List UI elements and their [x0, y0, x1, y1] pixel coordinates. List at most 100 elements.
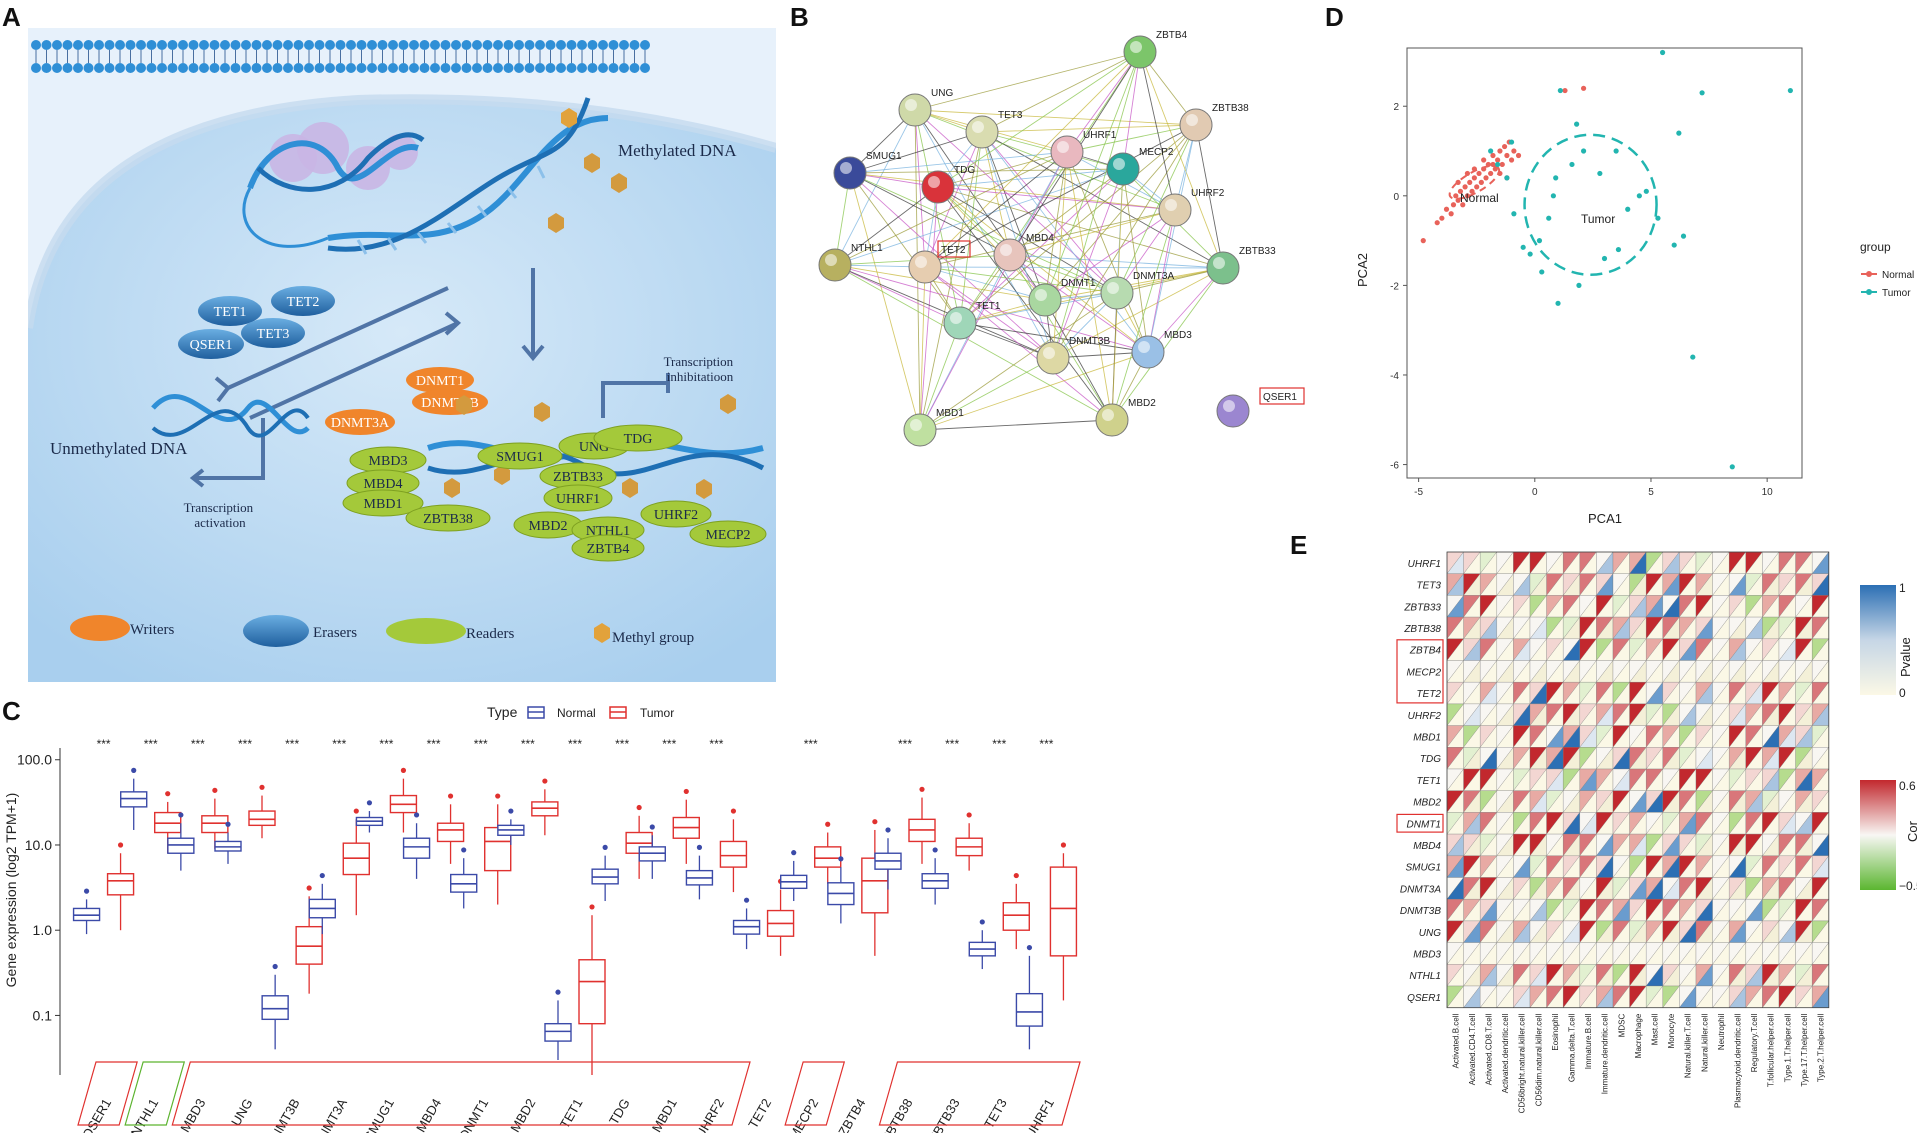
- box-outlier: [495, 793, 501, 799]
- network-edge: [1044, 267, 1224, 301]
- network-edge: [1009, 168, 1124, 256]
- reader-label: TDG: [624, 432, 653, 447]
- heatmap-row-label: MBD1: [1413, 732, 1441, 743]
- eraser-label: TET2: [287, 295, 320, 310]
- heatmap-col-label: Plasmacytoid.dendritic.cell: [1734, 1013, 1743, 1107]
- network-edge: [924, 151, 1068, 268]
- box-outlier: [885, 827, 891, 833]
- writer-label: DNMT1: [416, 374, 464, 389]
- network-edge: [834, 109, 916, 266]
- pca-point-normal: [1471, 166, 1477, 172]
- network-edge: [1147, 209, 1176, 353]
- pca-point-normal: [1457, 188, 1464, 194]
- pca-point-tumor: [1546, 215, 1552, 221]
- heatmap-col-label: Gamma.delta.T.cell: [1568, 1013, 1577, 1082]
- heatmap-col-label: Activated.CD4.T.cell: [1468, 1013, 1477, 1085]
- network-edge: [849, 151, 1068, 174]
- network-edge: [919, 266, 926, 431]
- pca-xtick: 5: [1648, 487, 1654, 498]
- boxplot-xtick: SMUG1: [361, 1096, 397, 1133]
- network-edge: [1009, 151, 1068, 256]
- cell-membrane: [28, 38, 776, 78]
- network-edge: [914, 109, 1118, 294]
- boxplot-xtick: NTHL1: [128, 1096, 162, 1133]
- heatmap-row-label: TET3: [1417, 581, 1442, 592]
- box-outlier: [825, 821, 831, 827]
- boxplot-legend-tumor: Tumor: [640, 706, 674, 720]
- pca-point-tumor: [1550, 193, 1556, 199]
- network-edge: [1147, 124, 1197, 353]
- network-edge: [981, 51, 1141, 133]
- pca-point-normal: [1504, 152, 1510, 159]
- pca-point-normal: [1455, 179, 1461, 185]
- pca-point-normal: [1515, 152, 1522, 159]
- methylated-dna-helix: [327, 97, 627, 255]
- pca-point-tumor: [1615, 246, 1622, 253]
- highlight-box: [1396, 639, 1444, 704]
- network-edge: [849, 172, 1118, 294]
- network-node: [1216, 394, 1250, 428]
- network-edge: [834, 264, 1046, 301]
- reader-ellipse: [640, 500, 712, 528]
- network-node: [833, 156, 867, 190]
- gene-group-frame: [878, 1061, 1081, 1126]
- heatmap-col-label: CD56bright.natural.killer.cell: [1518, 1013, 1527, 1113]
- network-edge: [1009, 209, 1176, 256]
- network-node: [818, 248, 852, 282]
- network-edge: [1044, 151, 1068, 301]
- network-node-label: QSER1: [1263, 392, 1297, 403]
- box-normal: [402, 837, 431, 859]
- boxplot-ytick: 100.0: [17, 752, 52, 768]
- pca-normal-label: Normal: [1460, 191, 1499, 205]
- network-edge: [849, 172, 961, 324]
- network-edge: [924, 266, 1113, 421]
- boxplot-legend: Type Normal Tumor: [487, 704, 674, 720]
- heatmap-col-label: Immature.dendritic.cell: [1601, 1013, 1610, 1094]
- heatmap-row-label: TET1: [1417, 776, 1441, 787]
- pca-point-tumor: [1527, 251, 1533, 257]
- heatmap-row-label: MBD4: [1413, 841, 1441, 852]
- pca-tumor-label: Tumor: [1581, 212, 1615, 226]
- pca-point-normal: [1448, 211, 1454, 217]
- reader-ellipse: [571, 534, 645, 562]
- legend-writers: Writers: [130, 622, 175, 638]
- network-edge: [937, 151, 1068, 188]
- significance-stars: ***: [1039, 737, 1053, 751]
- network-node-label: UHRF2: [1191, 188, 1225, 199]
- reader-label: MECP2: [705, 528, 750, 543]
- reader-ellipse: [593, 424, 683, 452]
- network-edge: [924, 266, 1054, 359]
- network-edge: [937, 186, 1149, 353]
- network-node: [1131, 335, 1165, 369]
- heatmap-col-label: Macrophage: [1634, 1013, 1643, 1058]
- box-outlier: [413, 812, 420, 818]
- normal-ellipse: [1448, 164, 1501, 200]
- boxplot-xtick: DNMT1: [456, 1096, 491, 1133]
- panel-label-e: E: [1290, 530, 1308, 560]
- legend-readers: Readers: [466, 626, 514, 642]
- network-edge: [1066, 151, 1149, 353]
- network-edge: [1116, 267, 1224, 294]
- network-edge: [914, 109, 1046, 301]
- network-edge: [919, 357, 1054, 431]
- box-outlier: [919, 786, 925, 792]
- significance-stars: ***: [662, 737, 676, 751]
- network-edge: [937, 186, 1113, 421]
- box-outlier: [649, 824, 655, 830]
- pca-legend-tumor: Tumor: [1882, 288, 1911, 299]
- network-edge: [1052, 124, 1197, 359]
- box-outlier: [966, 812, 972, 818]
- box-outlier: [225, 821, 231, 827]
- significance-stars: ***: [568, 737, 582, 751]
- network-node: [1179, 108, 1213, 142]
- eraser-label: TET1: [214, 305, 247, 320]
- pca-plot-frame: [1406, 47, 1803, 479]
- network-edge: [834, 264, 961, 324]
- pca-point-normal: [1469, 188, 1475, 194]
- cor-title: Cor: [1905, 820, 1917, 842]
- unmethylated-dna-helix: [151, 393, 310, 438]
- network-edge: [1009, 254, 1149, 353]
- box-outlier: [83, 888, 90, 894]
- network-node: [1106, 152, 1140, 186]
- box-tumor: [1002, 902, 1030, 931]
